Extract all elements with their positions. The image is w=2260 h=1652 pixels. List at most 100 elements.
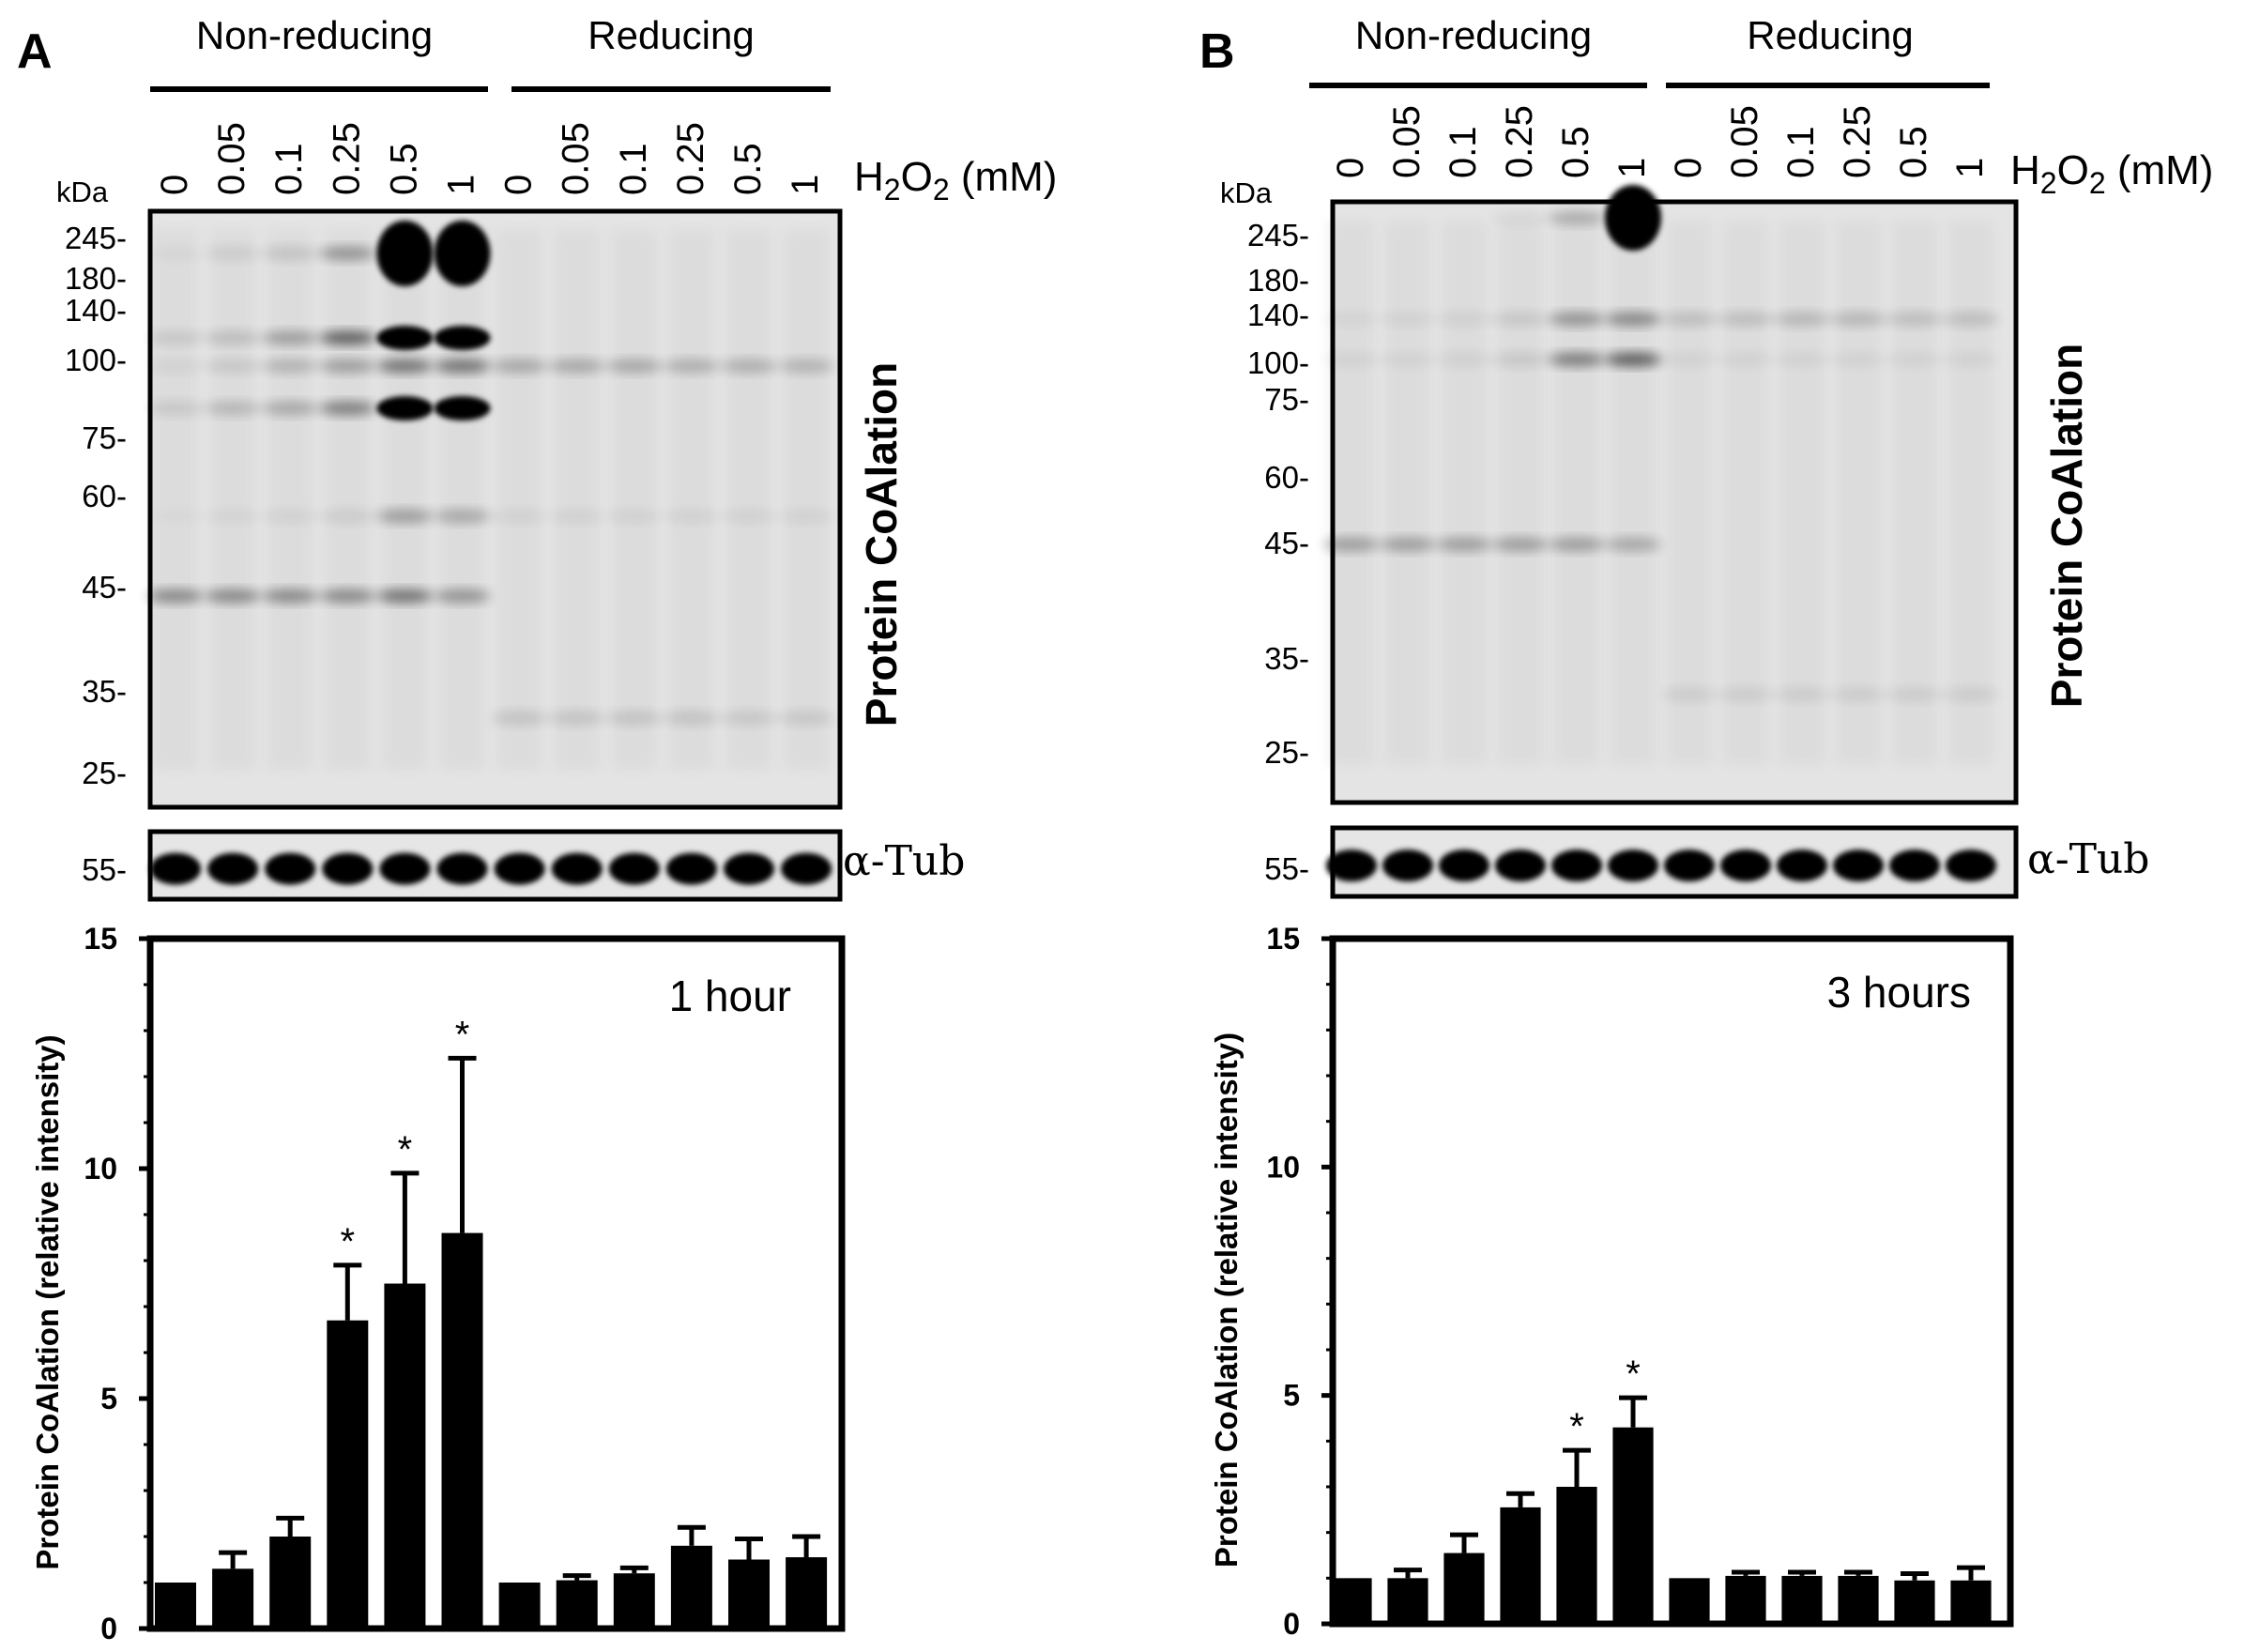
blot-band [262, 402, 319, 415]
concentration-label: 0.5 [727, 143, 769, 195]
blot-band [1886, 313, 1943, 326]
blot-band [1549, 313, 1605, 326]
blot-band [778, 711, 835, 725]
mw-marker: 25- [1264, 735, 1309, 770]
blot-band [147, 247, 204, 260]
blot-band [376, 326, 434, 350]
y-axis-label: Protein CoAlation (relative intensity) [1209, 1032, 1244, 1568]
blot-band [262, 331, 319, 344]
tubulin-band [551, 852, 603, 885]
significance-marker: * [341, 1221, 356, 1262]
concentration-label: 0.1 [268, 143, 310, 195]
blot-band [1492, 211, 1549, 224]
blot-band [1774, 353, 1830, 366]
tubulin-band [494, 852, 545, 885]
bar [1612, 1427, 1654, 1624]
mw-marker: 25- [82, 756, 127, 790]
tubulin-band [1608, 849, 1658, 882]
concentration-label: 0.5 [1893, 126, 1934, 178]
treatment-label: H2O2 (mM) [2010, 147, 2213, 200]
blot-band [1774, 688, 1830, 701]
blot-band [262, 359, 319, 373]
blot-band [1605, 353, 1661, 366]
blot-band [1605, 185, 1661, 251]
blot-band [548, 510, 605, 523]
tubulin-band [436, 852, 488, 885]
blot-band [1605, 538, 1661, 551]
blot-lane-smear [210, 230, 256, 770]
concentration-label: 0.5 [383, 143, 424, 195]
tubulin-band [322, 852, 374, 885]
blot-lane-smear [1442, 221, 1487, 765]
significance-marker: * [455, 1014, 470, 1055]
group-label: Non-reducing [196, 13, 433, 57]
y-tick-label: 15 [84, 922, 117, 956]
concentration-label: 0.1 [1443, 126, 1484, 178]
concentration-label: 1 [1611, 158, 1653, 178]
mw-marker: 60- [1264, 460, 1309, 495]
blot-band [605, 510, 663, 523]
blot-band [147, 402, 204, 415]
mw-marker: 100- [65, 343, 127, 377]
blot-band [1436, 538, 1492, 551]
mw-marker: 45- [82, 570, 127, 604]
bar [728, 1559, 770, 1629]
group-label: Reducing [1747, 13, 1913, 57]
blot-band [205, 402, 262, 415]
blot-band [605, 711, 663, 725]
blot-band [434, 396, 491, 421]
group-label: Reducing [588, 13, 754, 57]
tubulin-band [1439, 849, 1489, 882]
blot-lane-smear [1836, 221, 1881, 765]
tubulin-band [1551, 849, 1602, 882]
blot-lane-smear [668, 230, 714, 770]
concentration-label: 0 [1668, 158, 1709, 178]
blot-frame [1330, 199, 2019, 805]
blot-band [1436, 353, 1492, 366]
tubulin-band [781, 852, 832, 885]
blot-lane-smear [325, 230, 371, 770]
blot-label: Protein CoAlation [2042, 344, 2091, 708]
blot-band [1718, 688, 1774, 701]
bar [1443, 1553, 1485, 1624]
tubulin-band [1833, 849, 1884, 882]
blot-band [1718, 353, 1774, 366]
blot-band [1549, 538, 1605, 551]
bar [1387, 1578, 1428, 1624]
blot-lane-smear [496, 230, 542, 770]
bar [613, 1573, 655, 1629]
blot-band [262, 589, 319, 603]
bar [1331, 1578, 1372, 1624]
tubulin-band [379, 852, 431, 885]
blot-lane-smear [153, 230, 198, 770]
blot-band [1323, 313, 1380, 326]
blot-band [491, 711, 548, 725]
tubulin-marker: 55- [1264, 851, 1309, 886]
bar [1894, 1580, 1935, 1624]
concentration-label: 0.05 [1386, 105, 1428, 178]
blot-band [548, 711, 605, 725]
blot-band [434, 589, 491, 603]
significance-marker: * [1626, 1354, 1641, 1395]
blot-frame [147, 208, 843, 810]
chart-annotation: 1 hour [669, 971, 791, 1020]
bar [384, 1283, 426, 1629]
group-label: Non-reducing [1355, 13, 1592, 57]
blot-band [434, 221, 491, 286]
bar [670, 1545, 712, 1629]
blot-band [1661, 688, 1718, 701]
concentration-label: 0.25 [326, 122, 367, 195]
blot-band [434, 510, 491, 523]
concentration-label: 0 [154, 175, 195, 195]
blot-band [605, 359, 663, 373]
tubulin-band [1946, 849, 1996, 882]
tubulin-band [1777, 849, 1827, 882]
concentration-label: 0.25 [670, 122, 711, 195]
blot-band [1661, 313, 1718, 326]
blot-band [1943, 313, 1999, 326]
tubulin-band [665, 852, 717, 885]
mw-marker: 180- [1247, 263, 1309, 298]
significance-marker: * [1569, 1406, 1584, 1447]
concentration-label: 0 [498, 175, 540, 195]
blot-lane-smear [1498, 221, 1543, 765]
